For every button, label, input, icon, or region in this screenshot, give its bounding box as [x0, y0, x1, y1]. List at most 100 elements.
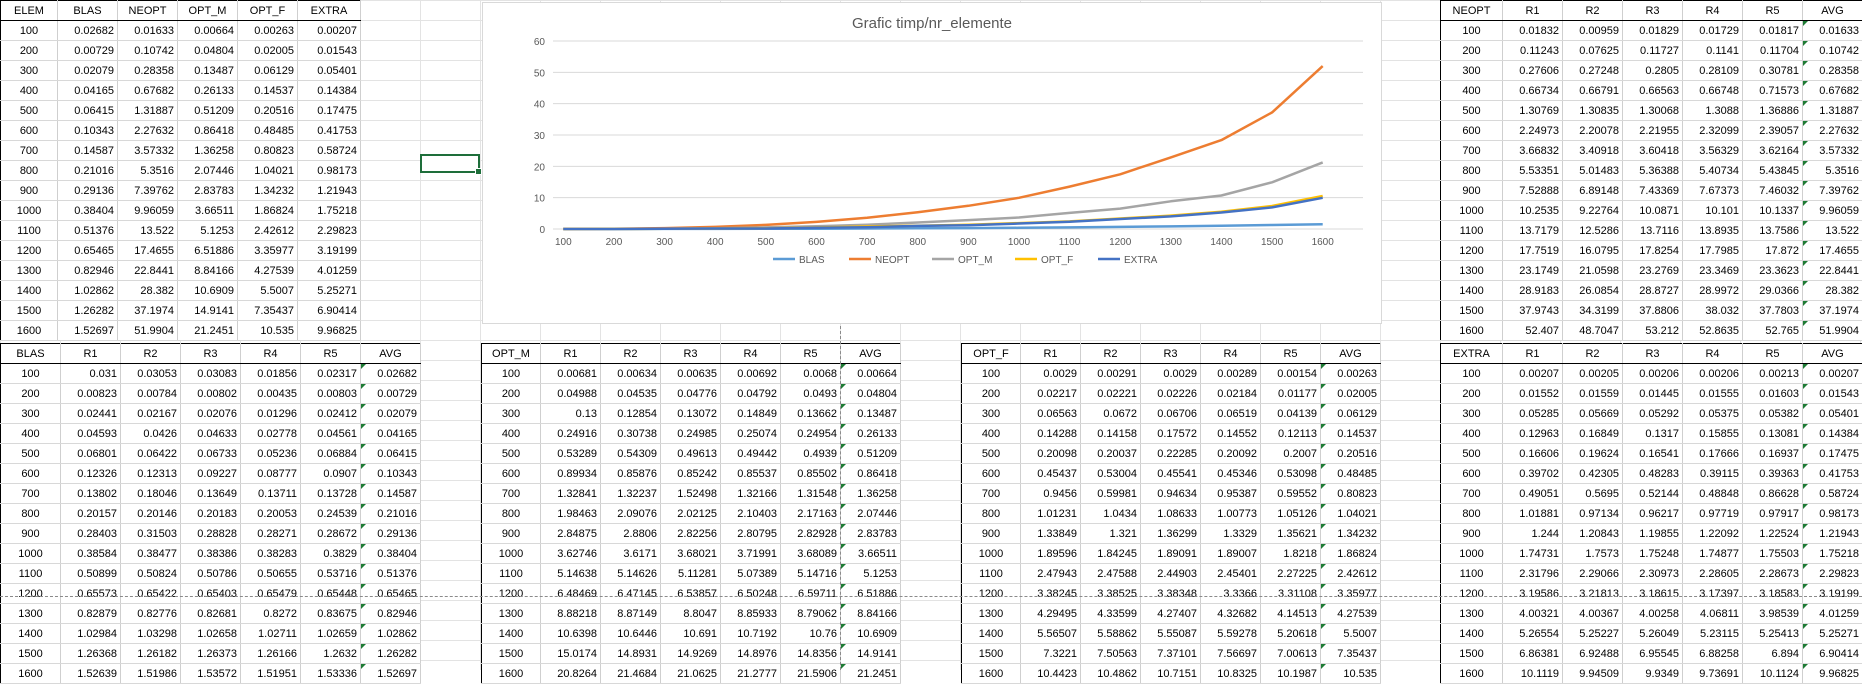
data-cell[interactable]: 2.47588 — [1081, 564, 1141, 584]
row-key-cell[interactable]: 800 — [962, 504, 1021, 524]
data-cell[interactable]: 0.02682 — [58, 21, 118, 41]
data-cell[interactable]: 0.01729 — [1683, 21, 1743, 41]
data-cell[interactable]: 1.32841 — [541, 484, 601, 504]
row-key-cell[interactable]: 600 — [1441, 121, 1503, 141]
data-cell[interactable]: 1.04021 — [1321, 504, 1381, 524]
column-header-cell[interactable]: R1 — [1503, 344, 1563, 364]
data-cell[interactable]: 0.1317 — [1623, 424, 1683, 444]
column-header-cell[interactable]: NEOPT — [118, 1, 178, 21]
data-cell[interactable]: 7.43369 — [1623, 181, 1683, 201]
data-cell[interactable]: 0.13711 — [241, 484, 301, 504]
data-cell[interactable]: 0.21016 — [361, 504, 421, 524]
data-cell[interactable]: 13.7179 — [1503, 221, 1563, 241]
data-cell[interactable]: 0.17666 — [1683, 444, 1743, 464]
data-cell[interactable]: 37.8806 — [1623, 301, 1683, 321]
data-cell[interactable]: 4.33599 — [1081, 604, 1141, 624]
data-cell[interactable]: 1.0434 — [1081, 504, 1141, 524]
data-cell[interactable]: 10.101 — [1683, 201, 1743, 221]
data-cell[interactable]: 10.691 — [661, 624, 721, 644]
data-cell[interactable]: 0.04535 — [601, 384, 661, 404]
data-cell[interactable]: 1.31548 — [781, 484, 841, 504]
data-cell[interactable]: 0.08777 — [241, 464, 301, 484]
data-cell[interactable]: 0.51209 — [178, 101, 238, 121]
row-key-cell[interactable]: 1000 — [1441, 201, 1503, 221]
data-cell[interactable]: 0.48283 — [1623, 464, 1683, 484]
row-key-cell[interactable]: 600 — [482, 464, 541, 484]
row-key-cell[interactable]: 100 — [1441, 364, 1503, 384]
data-cell[interactable]: 10.8325 — [1201, 664, 1261, 684]
data-cell[interactable]: 5.43845 — [1743, 161, 1803, 181]
row-key-cell[interactable]: 200 — [1441, 384, 1503, 404]
data-cell[interactable]: 1.01881 — [1503, 504, 1563, 524]
data-cell[interactable]: 3.35977 — [238, 241, 298, 261]
data-cell[interactable]: 6.90414 — [1803, 644, 1862, 664]
data-cell[interactable]: 4.01259 — [1803, 604, 1862, 624]
data-cell[interactable]: 0.89934 — [541, 464, 601, 484]
data-cell[interactable]: 5.5007 — [238, 281, 298, 301]
data-cell[interactable]: 1.51986 — [121, 664, 181, 684]
data-cell[interactable]: 0.02226 — [1141, 384, 1201, 404]
data-cell[interactable]: 0.26133 — [178, 81, 238, 101]
data-cell[interactable]: 6.59711 — [781, 584, 841, 604]
data-cell[interactable]: 0.67682 — [118, 81, 178, 101]
data-cell[interactable]: 3.62164 — [1743, 141, 1803, 161]
data-cell[interactable]: 6.47145 — [601, 584, 661, 604]
data-cell[interactable]: 0.01829 — [1623, 21, 1683, 41]
row-key-cell[interactable]: 1400 — [1, 281, 58, 301]
data-cell[interactable]: 0.50655 — [241, 564, 301, 584]
data-cell[interactable]: 0.04776 — [661, 384, 721, 404]
data-cell[interactable]: 8.87149 — [601, 604, 661, 624]
data-cell[interactable]: 7.37101 — [1141, 644, 1201, 664]
data-cell[interactable]: 1.22092 — [1683, 524, 1743, 544]
column-header-cell[interactable]: OPT_M — [178, 1, 238, 21]
data-cell[interactable]: 3.31108 — [1261, 584, 1321, 604]
data-cell[interactable]: 2.44903 — [1141, 564, 1201, 584]
data-cell[interactable]: 1.21943 — [298, 181, 361, 201]
row-key-cell[interactable]: 700 — [1, 484, 61, 504]
data-cell[interactable]: 0.26133 — [841, 424, 901, 444]
data-cell[interactable]: 0.48485 — [1321, 464, 1381, 484]
data-cell[interactable]: 0.04165 — [58, 81, 118, 101]
data-cell[interactable]: 2.80795 — [721, 524, 781, 544]
data-cell[interactable]: 3.19199 — [298, 241, 361, 261]
column-header-cell[interactable]: ELEM — [1, 1, 58, 21]
data-cell[interactable]: 1.89007 — [1201, 544, 1261, 564]
row-key-cell[interactable]: 200 — [1, 384, 61, 404]
data-cell[interactable]: 6.51886 — [178, 241, 238, 261]
data-cell[interactable]: 0.11704 — [1743, 41, 1803, 61]
data-cell[interactable]: 0.00664 — [178, 21, 238, 41]
data-cell[interactable]: 0.11243 — [1503, 41, 1563, 61]
data-cell[interactable]: 1.21943 — [1803, 524, 1862, 544]
data-cell[interactable]: 0.02221 — [1081, 384, 1141, 404]
data-cell[interactable]: 0.16541 — [1623, 444, 1683, 464]
data-cell[interactable]: 29.0366 — [1743, 281, 1803, 301]
data-cell[interactable]: 1.89091 — [1141, 544, 1201, 564]
data-cell[interactable]: 0.14587 — [58, 141, 118, 161]
row-key-cell[interactable]: 400 — [1, 424, 61, 444]
data-cell[interactable]: 14.8976 — [721, 644, 781, 664]
data-cell[interactable]: 6.92488 — [1563, 644, 1623, 664]
data-cell[interactable]: 0.67682 — [1803, 81, 1862, 101]
data-cell[interactable]: 6.48469 — [541, 584, 601, 604]
data-cell[interactable]: 0.01555 — [1683, 384, 1743, 404]
data-cell[interactable]: 0.02005 — [238, 41, 298, 61]
row-key-cell[interactable]: 1400 — [1, 624, 61, 644]
data-cell[interactable]: 1.3329 — [1201, 524, 1261, 544]
data-cell[interactable]: 5.59278 — [1201, 624, 1261, 644]
data-cell[interactable]: 9.22764 — [1563, 201, 1623, 221]
data-cell[interactable]: 7.67373 — [1683, 181, 1743, 201]
data-cell[interactable]: 1.30068 — [1623, 101, 1683, 121]
data-cell[interactable]: 2.47943 — [1021, 564, 1081, 584]
data-cell[interactable]: 22.8441 — [118, 261, 178, 281]
data-cell[interactable]: 1.02659 — [301, 624, 361, 644]
data-cell[interactable]: 0.98173 — [1803, 504, 1862, 524]
column-header-cell[interactable]: OPT_F — [238, 1, 298, 21]
data-cell[interactable]: 1.20843 — [1563, 524, 1623, 544]
row-key-cell[interactable]: 1300 — [962, 604, 1021, 624]
column-header-cell[interactable]: EXTRA — [298, 1, 361, 21]
column-header-cell[interactable]: BLAS — [1, 344, 61, 364]
data-cell[interactable]: 5.01483 — [1563, 161, 1623, 181]
data-cell[interactable]: 15.0174 — [541, 644, 601, 664]
data-cell[interactable]: 1.52697 — [58, 321, 118, 341]
data-cell[interactable]: 28.382 — [118, 281, 178, 301]
